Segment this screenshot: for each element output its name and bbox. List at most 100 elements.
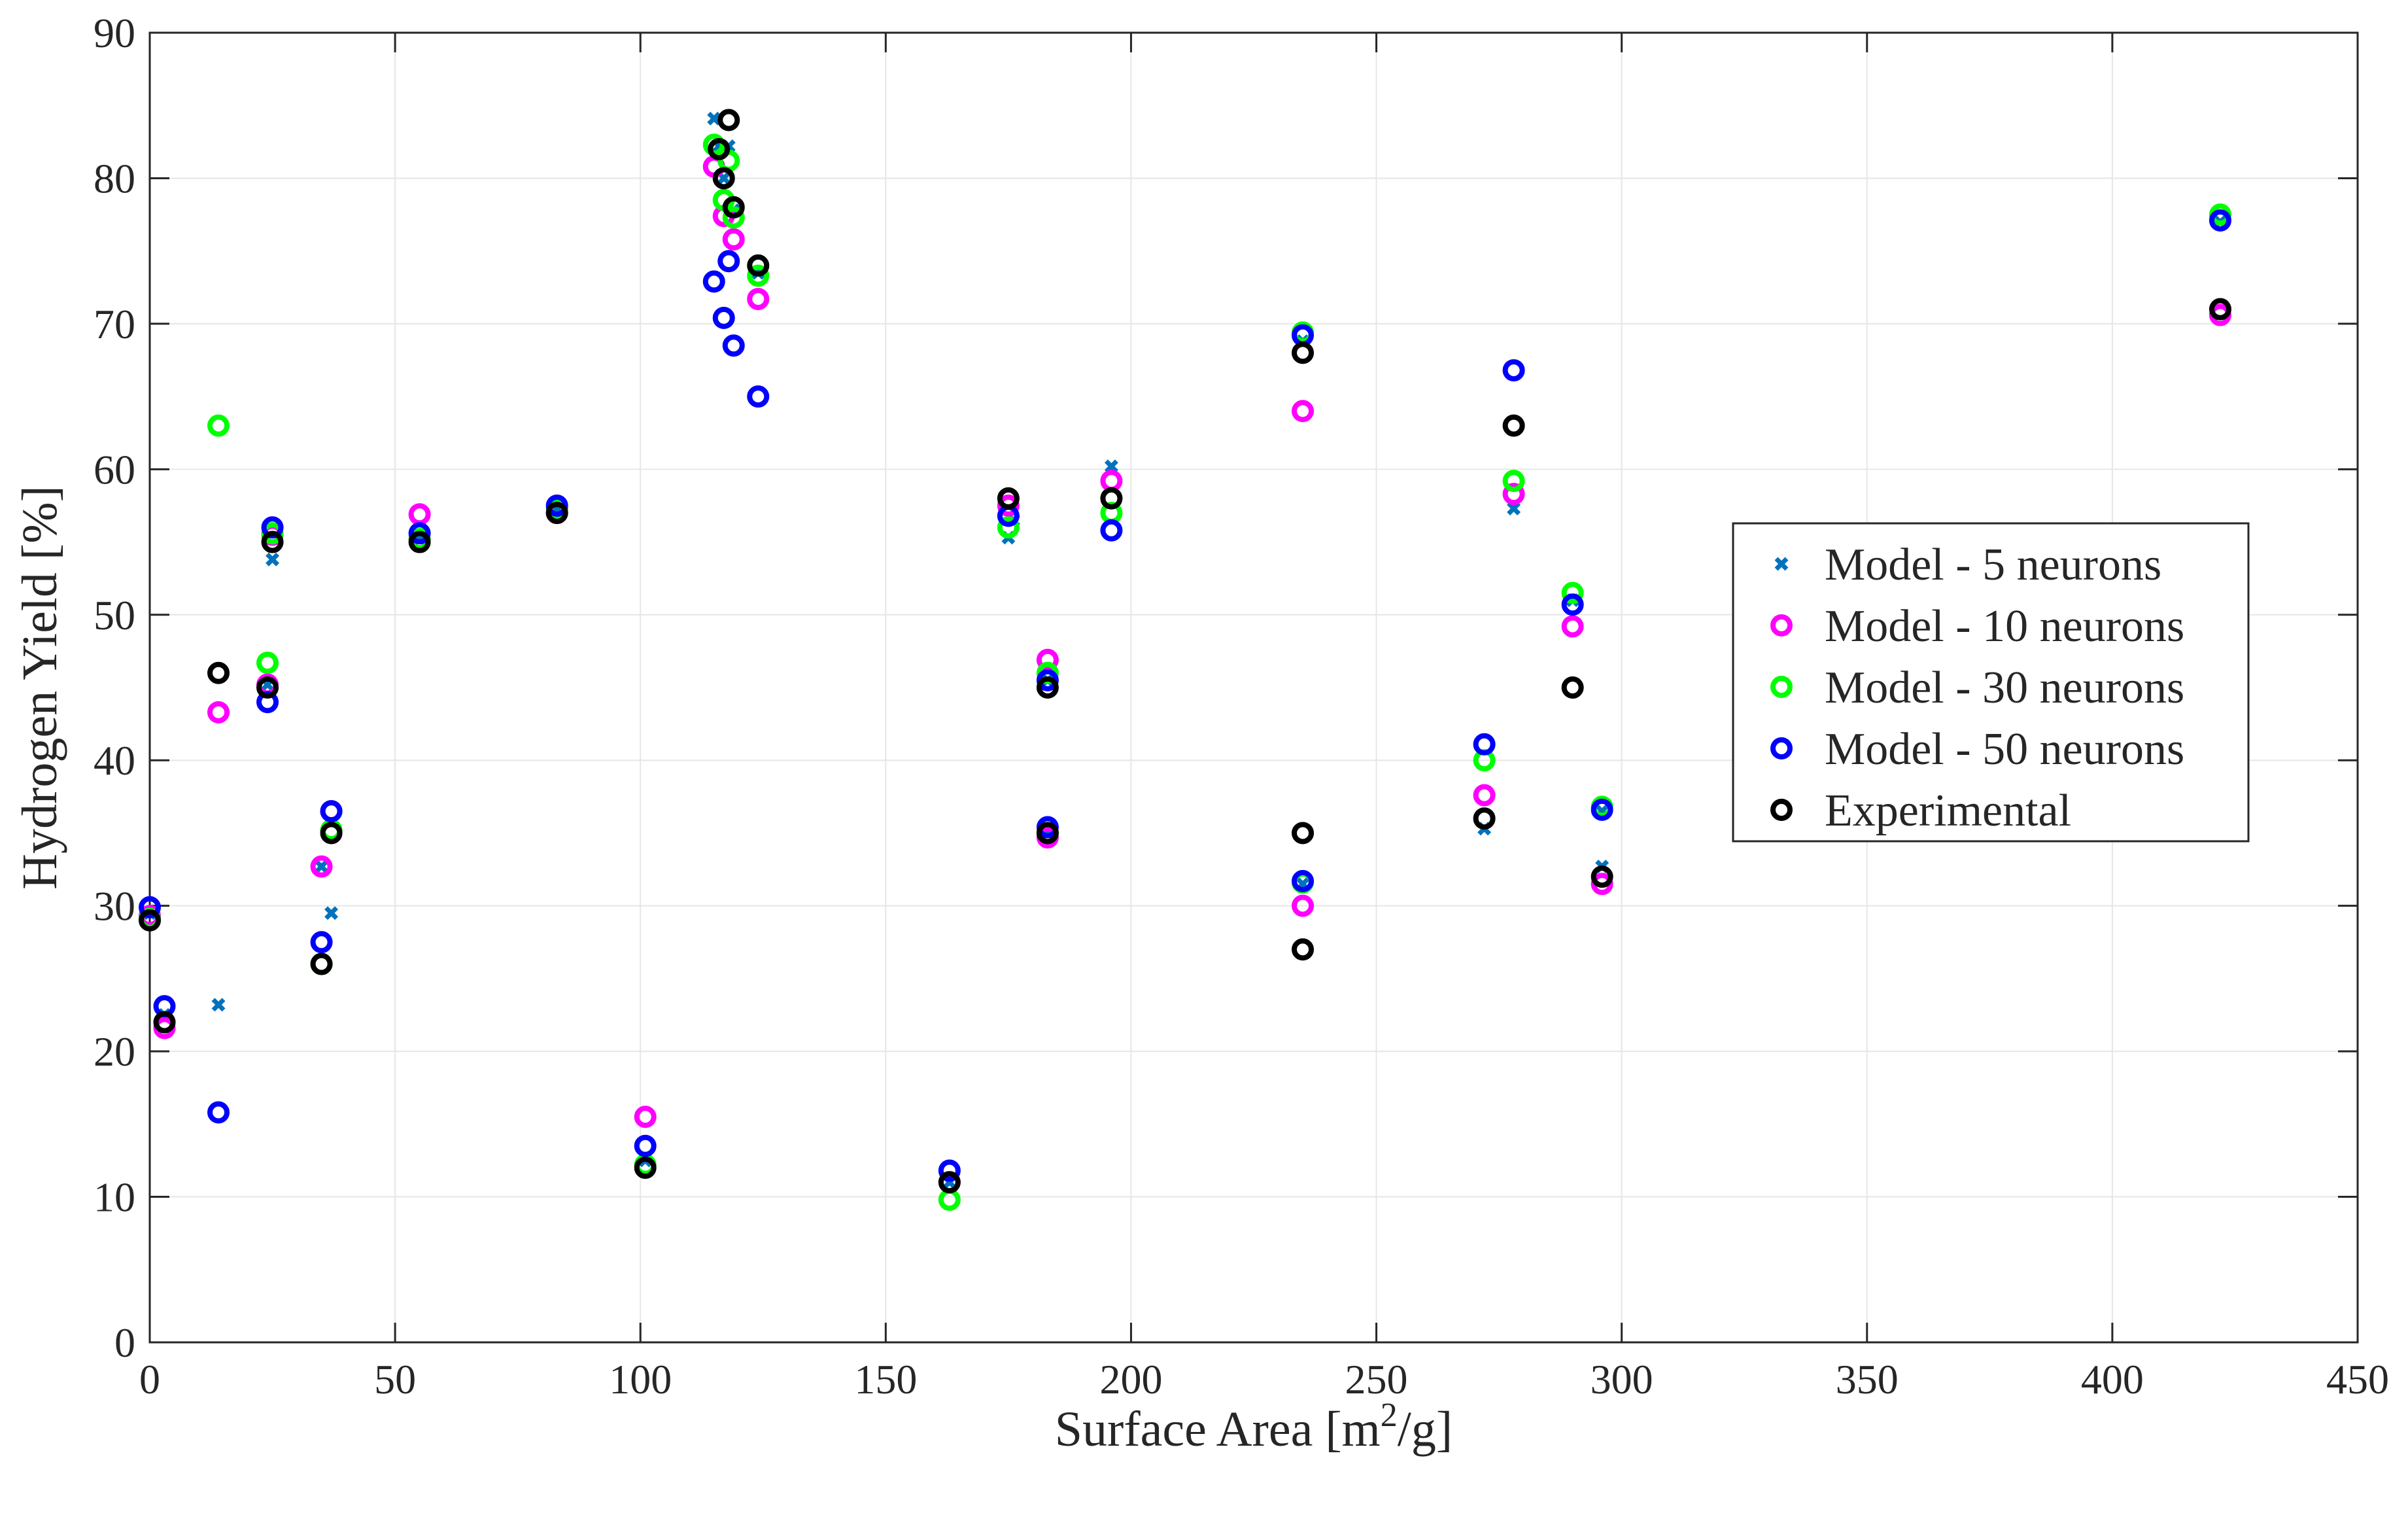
data-point	[938, 1171, 961, 1194]
data-point	[1561, 676, 1584, 699]
legend-label: Model - 30 neurons	[1825, 663, 2184, 713]
plot-frame	[148, 31, 2359, 1344]
data-point	[747, 264, 770, 287]
legend-entry: Model - 10 neurons	[1770, 601, 2184, 652]
x-axis-label-main: Surface Area [m	[1055, 1402, 1381, 1457]
series-3	[139, 209, 2231, 1182]
data-point	[1292, 400, 1315, 423]
data-point	[1292, 938, 1315, 961]
data-point	[320, 800, 343, 823]
y-tick-label: 60	[94, 446, 135, 493]
y-tick-label: 10	[94, 1174, 135, 1221]
data-point	[139, 896, 161, 918]
legend-label: Model - 5 neurons	[1825, 540, 2161, 590]
data-point	[1502, 470, 1525, 493]
x-tick-label: 150	[854, 1356, 917, 1403]
x-tick-label: 250	[1345, 1356, 1408, 1403]
data-point	[1473, 784, 1496, 807]
data-point	[320, 822, 343, 845]
legend-entries: Model - 5 neurons Model - 10 neurons Model…	[1770, 540, 2184, 836]
data-point	[408, 531, 431, 553]
data-point	[1561, 582, 1584, 604]
data-point	[634, 1157, 657, 1179]
data-point	[1292, 869, 1315, 892]
data-point	[747, 385, 770, 408]
data-point	[1502, 483, 1525, 506]
y-tick-label: 40	[94, 737, 135, 784]
data-point	[1502, 359, 1525, 382]
legend-entry: Model - 5 neurons	[1774, 540, 2161, 590]
x-tick-label: 400	[2081, 1356, 2144, 1403]
data-point	[712, 306, 735, 329]
x-tick-label: 300	[1591, 1356, 1653, 1403]
data-point	[707, 111, 721, 126]
data-point	[722, 196, 745, 218]
data-point	[1036, 822, 1059, 845]
data-point	[1100, 487, 1123, 510]
data-point	[1507, 501, 1521, 515]
data-point	[634, 1134, 657, 1157]
data-point	[1561, 615, 1584, 638]
data-point	[211, 998, 226, 1012]
data-point	[1292, 341, 1315, 364]
series-4	[139, 109, 2231, 1194]
data-point	[717, 250, 740, 273]
data-point	[747, 288, 770, 311]
data-point	[310, 931, 333, 954]
x-tick-label: 200	[1099, 1356, 1162, 1403]
data-point	[256, 652, 279, 674]
y-tick-label: 90	[94, 10, 135, 56]
legend: Model - 5 neurons Model - 10 neurons Model…	[1732, 522, 2250, 843]
x-tick-label: 450	[2326, 1356, 2389, 1403]
data-point	[1036, 648, 1059, 671]
data-point	[722, 206, 745, 229]
x-axis-label-suffix: /g]	[1398, 1402, 1453, 1457]
data-point	[324, 906, 339, 920]
data-series	[139, 109, 2231, 1212]
data-point	[712, 167, 735, 190]
data-point	[207, 701, 230, 724]
x-tick-labels: 0 50 100 150 200 250 300 350 400 450	[139, 1356, 2389, 1403]
x-axis-label: Surface Area [m2/g]	[1055, 1397, 1453, 1457]
legend-label: Model - 50 neurons	[1825, 724, 2184, 775]
data-point	[310, 952, 333, 975]
axis-ticks	[148, 31, 2359, 1344]
data-point	[1036, 676, 1059, 699]
data-point	[2209, 209, 2231, 232]
legend-marker	[1774, 557, 1789, 571]
data-point	[1473, 733, 1496, 756]
x-tick-label: 350	[1836, 1356, 1899, 1403]
y-tick-label: 0	[114, 1319, 135, 1366]
data-point	[722, 334, 745, 357]
data-point	[997, 494, 1020, 517]
data-point	[207, 1101, 230, 1124]
x-axis-label-superscript: 2	[1381, 1397, 1398, 1434]
x-tick-label: 50	[374, 1356, 416, 1403]
data-point	[747, 254, 770, 277]
legend-marker	[1770, 676, 1793, 698]
data-point	[266, 552, 280, 567]
data-point	[717, 109, 740, 131]
x-tick-label: 0	[139, 1356, 160, 1403]
data-point	[1502, 414, 1525, 437]
y-axis-label: Hydrogen Yield [%]	[12, 485, 67, 890]
legend-marker	[1770, 737, 1793, 759]
data-point	[1473, 807, 1496, 830]
data-point	[1561, 593, 1584, 616]
data-point	[310, 855, 333, 878]
data-point	[545, 494, 568, 517]
data-point	[207, 414, 230, 437]
legend-entry: Experimental	[1770, 786, 2071, 836]
legend-label: Experimental	[1825, 786, 2071, 836]
data-point	[708, 137, 731, 160]
data-point	[315, 860, 329, 874]
legend-marker	[1770, 614, 1793, 636]
data-point	[139, 909, 161, 932]
legend-box	[1732, 522, 2250, 843]
data-point	[1036, 669, 1059, 691]
legend-label: Model - 10 neurons	[1825, 601, 2184, 652]
y-tick-label: 70	[94, 301, 135, 347]
data-point	[408, 522, 431, 545]
y-tick-label: 20	[94, 1028, 135, 1075]
